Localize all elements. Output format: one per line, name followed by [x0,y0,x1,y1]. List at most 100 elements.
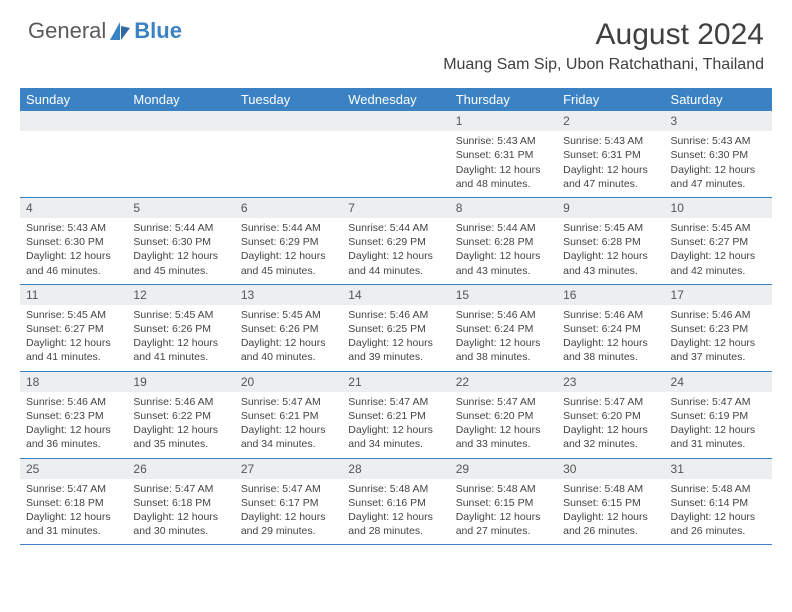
sunrise-line: Sunrise: 5:48 AM [348,482,443,496]
day-number: 28 [342,459,449,479]
daylight-line: Daylight: 12 hours and 43 minutes. [456,249,551,277]
sunrise-line: Sunrise: 5:46 AM [133,395,228,409]
sunrise-line: Sunrise: 5:47 AM [241,482,336,496]
daylight-line: Daylight: 12 hours and 37 minutes. [671,336,766,364]
weekday-header: Monday [127,88,234,111]
sunset-line: Sunset: 6:27 PM [26,322,121,336]
day-details: Sunrise: 5:46 AMSunset: 6:23 PMDaylight:… [665,305,772,371]
day-number: 13 [235,285,342,305]
day-number: 15 [450,285,557,305]
day-details: Sunrise: 5:47 AMSunset: 6:20 PMDaylight:… [450,392,557,458]
weekday-header: Tuesday [235,88,342,111]
day-number: 26 [127,459,234,479]
day-details: Sunrise: 5:46 AMSunset: 6:24 PMDaylight:… [450,305,557,371]
daylight-line: Daylight: 12 hours and 34 minutes. [348,423,443,451]
sunset-line: Sunset: 6:23 PM [671,322,766,336]
logo: General Blue [28,18,182,44]
day-number-empty [127,111,234,131]
day-number: 7 [342,198,449,218]
daylight-line: Daylight: 12 hours and 40 minutes. [241,336,336,364]
day-number: 3 [665,111,772,131]
day-number: 17 [665,285,772,305]
calendar-day-cell: 27Sunrise: 5:47 AMSunset: 6:17 PMDayligh… [235,459,342,545]
daylight-line: Daylight: 12 hours and 32 minutes. [563,423,658,451]
daylight-line: Daylight: 12 hours and 29 minutes. [241,510,336,538]
logo-text-blue: Blue [134,18,182,44]
sunrise-line: Sunrise: 5:44 AM [133,221,228,235]
calendar-day-cell: 4Sunrise: 5:43 AMSunset: 6:30 PMDaylight… [20,198,127,284]
daylight-line: Daylight: 12 hours and 45 minutes. [241,249,336,277]
sunrise-line: Sunrise: 5:47 AM [671,395,766,409]
calendar-day-cell: 29Sunrise: 5:48 AMSunset: 6:15 PMDayligh… [450,459,557,545]
daylight-line: Daylight: 12 hours and 47 minutes. [563,163,658,191]
calendar-day-cell: 1Sunrise: 5:43 AMSunset: 6:31 PMDaylight… [450,111,557,197]
sunset-line: Sunset: 6:19 PM [671,409,766,423]
calendar-day-cell: 14Sunrise: 5:46 AMSunset: 6:25 PMDayligh… [342,285,449,371]
sunset-line: Sunset: 6:15 PM [563,496,658,510]
sunrise-line: Sunrise: 5:43 AM [456,134,551,148]
logo-text-general: General [28,18,106,44]
sunset-line: Sunset: 6:17 PM [241,496,336,510]
sunrise-line: Sunrise: 5:47 AM [26,482,121,496]
calendar-day-cell: 17Sunrise: 5:46 AMSunset: 6:23 PMDayligh… [665,285,772,371]
daylight-line: Daylight: 12 hours and 45 minutes. [133,249,228,277]
calendar-day-cell: 23Sunrise: 5:47 AMSunset: 6:20 PMDayligh… [557,372,664,458]
day-details: Sunrise: 5:46 AMSunset: 6:23 PMDaylight:… [20,392,127,458]
sunrise-line: Sunrise: 5:45 AM [241,308,336,322]
day-details: Sunrise: 5:44 AMSunset: 6:29 PMDaylight:… [235,218,342,284]
sunrise-line: Sunrise: 5:47 AM [563,395,658,409]
sunset-line: Sunset: 6:24 PM [456,322,551,336]
weekday-header: Thursday [450,88,557,111]
calendar-day-cell: 31Sunrise: 5:48 AMSunset: 6:14 PMDayligh… [665,459,772,545]
sunset-line: Sunset: 6:20 PM [563,409,658,423]
sunrise-line: Sunrise: 5:44 AM [348,221,443,235]
sunrise-line: Sunrise: 5:45 AM [26,308,121,322]
day-number: 10 [665,198,772,218]
sunset-line: Sunset: 6:26 PM [133,322,228,336]
calendar-day-cell: 8Sunrise: 5:44 AMSunset: 6:28 PMDaylight… [450,198,557,284]
day-number: 14 [342,285,449,305]
weekday-header: Sunday [20,88,127,111]
daylight-line: Daylight: 12 hours and 28 minutes. [348,510,443,538]
day-details: Sunrise: 5:47 AMSunset: 6:21 PMDaylight:… [235,392,342,458]
daylight-line: Daylight: 12 hours and 36 minutes. [26,423,121,451]
day-number: 18 [20,372,127,392]
sunset-line: Sunset: 6:21 PM [241,409,336,423]
day-details: Sunrise: 5:48 AMSunset: 6:15 PMDaylight:… [450,479,557,545]
sunset-line: Sunset: 6:21 PM [348,409,443,423]
sunrise-line: Sunrise: 5:48 AM [563,482,658,496]
day-details: Sunrise: 5:46 AMSunset: 6:22 PMDaylight:… [127,392,234,458]
daylight-line: Daylight: 12 hours and 44 minutes. [348,249,443,277]
calendar-day-cell: 15Sunrise: 5:46 AMSunset: 6:24 PMDayligh… [450,285,557,371]
day-details: Sunrise: 5:43 AMSunset: 6:30 PMDaylight:… [20,218,127,284]
sunrise-line: Sunrise: 5:47 AM [241,395,336,409]
daylight-line: Daylight: 12 hours and 26 minutes. [563,510,658,538]
calendar-day-cell: 9Sunrise: 5:45 AMSunset: 6:28 PMDaylight… [557,198,664,284]
sunrise-line: Sunrise: 5:47 AM [348,395,443,409]
day-number: 30 [557,459,664,479]
sunrise-line: Sunrise: 5:44 AM [241,221,336,235]
sunset-line: Sunset: 6:31 PM [563,148,658,162]
sunset-line: Sunset: 6:24 PM [563,322,658,336]
day-number: 16 [557,285,664,305]
day-details: Sunrise: 5:44 AMSunset: 6:28 PMDaylight:… [450,218,557,284]
sunrise-line: Sunrise: 5:48 AM [456,482,551,496]
day-details: Sunrise: 5:47 AMSunset: 6:18 PMDaylight:… [127,479,234,545]
day-number: 9 [557,198,664,218]
day-number: 11 [20,285,127,305]
calendar-day-cell: 6Sunrise: 5:44 AMSunset: 6:29 PMDaylight… [235,198,342,284]
sunset-line: Sunset: 6:23 PM [26,409,121,423]
day-details: Sunrise: 5:47 AMSunset: 6:21 PMDaylight:… [342,392,449,458]
day-number-empty [235,111,342,131]
day-details: Sunrise: 5:44 AMSunset: 6:29 PMDaylight:… [342,218,449,284]
sunset-line: Sunset: 6:22 PM [133,409,228,423]
calendar-day-cell: 24Sunrise: 5:47 AMSunset: 6:19 PMDayligh… [665,372,772,458]
calendar-day-cell: 7Sunrise: 5:44 AMSunset: 6:29 PMDaylight… [342,198,449,284]
daylight-line: Daylight: 12 hours and 47 minutes. [671,163,766,191]
sunset-line: Sunset: 6:14 PM [671,496,766,510]
sunrise-line: Sunrise: 5:46 AM [348,308,443,322]
calendar-body: 1Sunrise: 5:43 AMSunset: 6:31 PMDaylight… [20,111,772,545]
calendar-week-row: 25Sunrise: 5:47 AMSunset: 6:18 PMDayligh… [20,459,772,546]
sunset-line: Sunset: 6:28 PM [456,235,551,249]
daylight-line: Daylight: 12 hours and 35 minutes. [133,423,228,451]
